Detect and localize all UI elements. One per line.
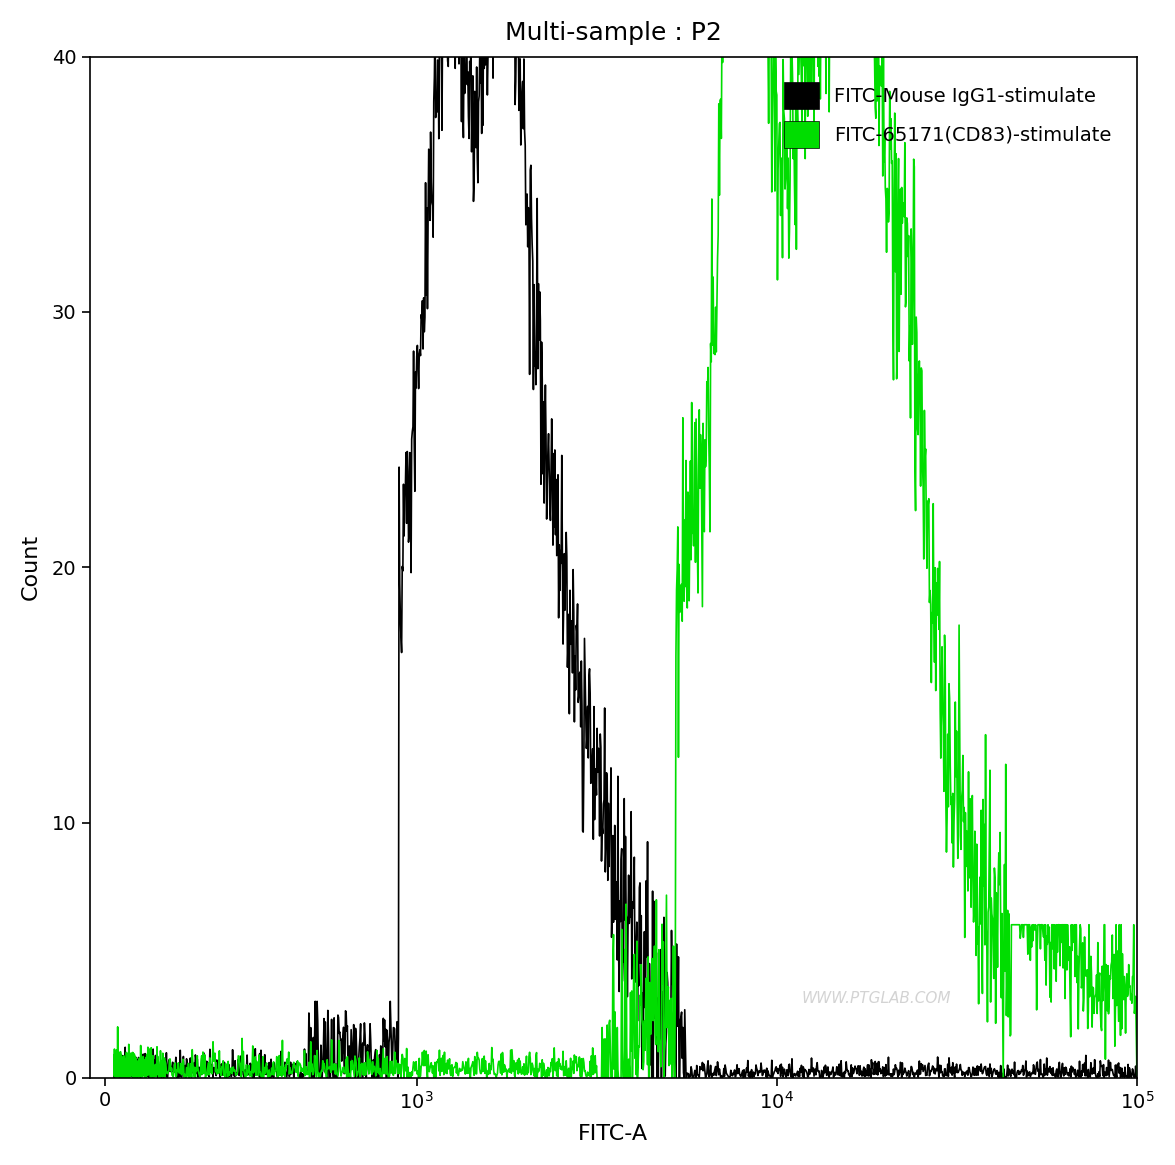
FITC-65171(CD83)-stimulate (449, 1055, 463, 1069)
Line: FITC-65171(CD83)-stimulate: FITC-65171(CD83)-stimulate (114, 0, 1137, 1078)
FITC-65171(CD83)-stimulate (1095, 1024, 1109, 1038)
FITC-Mouse IgG1-stimulate (107, 1058, 121, 1072)
FITC-Mouse IgG1-stimulate (1095, 1059, 1109, 1073)
FITC-Mouse IgG1-stimulate (304, 1071, 318, 1085)
FITC-Mouse IgG1-stimulate (1130, 1062, 1144, 1076)
FITC-65171(CD83)-stimulate (112, 1055, 126, 1069)
FITC-Mouse IgG1-stimulate (449, 42, 463, 56)
FITC-65171(CD83)-stimulate (1094, 1019, 1108, 1033)
FITC-65171(CD83)-stimulate (1130, 1068, 1144, 1082)
Line: FITC-Mouse IgG1-stimulate: FITC-Mouse IgG1-stimulate (114, 0, 1137, 1078)
Text: WWW.PTGLAB.COM: WWW.PTGLAB.COM (801, 991, 952, 1007)
FITC-Mouse IgG1-stimulate (1094, 1059, 1108, 1073)
Legend: FITC-Mouse IgG1-stimulate, FITC-65171(CD83)-stimulate: FITC-Mouse IgG1-stimulate, FITC-65171(CD… (768, 66, 1127, 164)
X-axis label: FITC-A: FITC-A (578, 1124, 649, 1144)
FITC-65171(CD83)-stimulate (482, 1057, 496, 1071)
FITC-65171(CD83)-stimulate (590, 1071, 604, 1085)
FITC-Mouse IgG1-stimulate (112, 1060, 126, 1074)
Y-axis label: Count: Count (21, 535, 41, 600)
FITC-Mouse IgG1-stimulate (864, 1062, 878, 1076)
FITC-65171(CD83)-stimulate (107, 1055, 121, 1069)
Title: Multi-sample : P2: Multi-sample : P2 (505, 21, 721, 44)
